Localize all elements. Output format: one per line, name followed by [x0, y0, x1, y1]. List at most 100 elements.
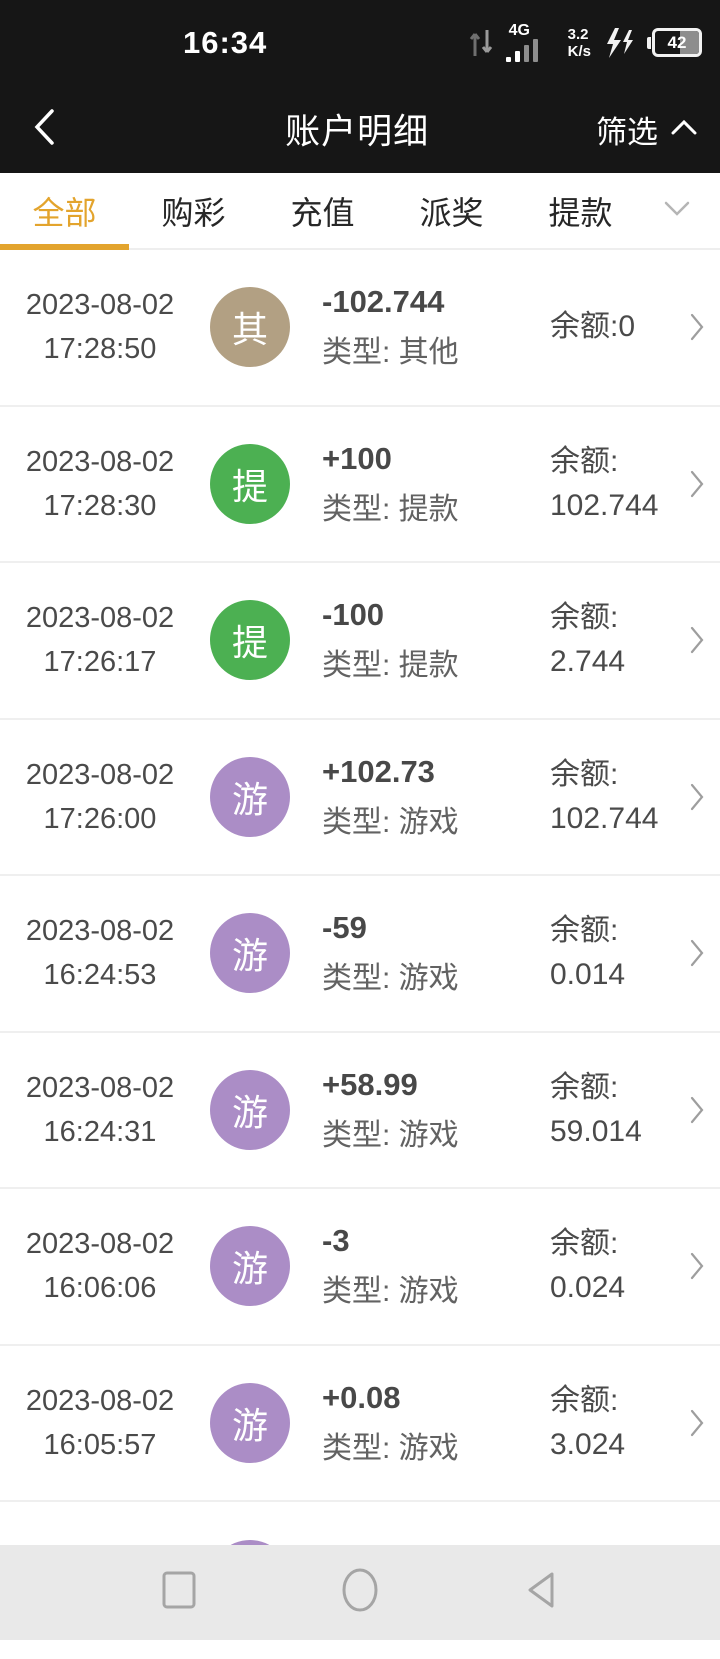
signal-bars — [505, 38, 538, 62]
transaction-type-badge: 游 — [210, 1382, 290, 1463]
triangle-left-icon — [522, 1569, 560, 1616]
android-nav-bar — [0, 1545, 720, 1640]
balance-value: 102.744 — [550, 488, 659, 522]
filter-label: 筛选 — [596, 114, 658, 150]
tab-label: 提款 — [548, 194, 613, 231]
balance-label: 余额: — [550, 1070, 619, 1104]
transaction-type: 类型: 提款 — [322, 492, 459, 526]
transaction-time: 16:24:31 — [43, 1115, 157, 1148]
chevron-left-icon — [32, 107, 56, 152]
balance-label: 余额: — [550, 1227, 619, 1261]
transaction-row[interactable]: 2023-08-02 16:06:06 游 -3 类型: 游戏 余额: 0.02… — [0, 1189, 720, 1346]
transaction-type: 类型: 提款 — [322, 649, 459, 683]
transaction-amount: +58.99 — [322, 1066, 418, 1102]
nav-recents-button[interactable] — [160, 1569, 198, 1616]
tab-recharge[interactable]: 充值 — [258, 173, 387, 248]
transaction-amount: +0.08 — [322, 1379, 401, 1415]
app-header: 账户明细 筛选 — [0, 85, 720, 173]
tab-label: 充值 — [290, 194, 355, 231]
transaction-row[interactable]: 2023-08-02 16:24:31 游 +58.99 类型: 游戏 余额: … — [0, 1032, 720, 1189]
transaction-type-badge: 游 — [210, 1226, 290, 1307]
battery-level: 42 — [667, 32, 687, 52]
nav-home-button[interactable] — [340, 1567, 380, 1618]
tab-label: 全部 — [32, 194, 97, 231]
balance-value: 59.014 — [550, 1114, 642, 1148]
transaction-type-badge: 游 — [210, 756, 290, 837]
back-button[interactable] — [14, 85, 74, 173]
transaction-date: 2023-08-02 — [25, 915, 175, 948]
battery-icon: 42 — [647, 28, 702, 57]
transaction-time: 16:24:53 — [43, 959, 157, 992]
signal-icon: 4G — [505, 21, 558, 64]
transaction-time: 17:26:00 — [43, 802, 157, 835]
transaction-amount: -102.744 — [322, 284, 445, 320]
balance-label: 余额: — [550, 601, 619, 635]
transaction-date: 2023-08-02 — [25, 289, 175, 322]
battery-fill — [680, 31, 699, 54]
transaction-row[interactable]: 2023-08-02 16:24:53 游 -59 类型: 游戏 余额: 0.0… — [0, 876, 720, 1033]
network-speed: 3.2 K/s — [568, 26, 591, 60]
transaction-row[interactable]: 2023-08-02 17:28:30 提 +100 类型: 提款 余额: 10… — [0, 406, 720, 563]
chevron-right-icon — [675, 938, 705, 968]
transaction-date: 2023-08-02 — [25, 758, 175, 791]
active-tab-underline — [0, 244, 129, 250]
transaction-date: 2023-08-02 — [25, 602, 175, 635]
transaction-date: 2023-08-02 — [25, 445, 175, 478]
square-icon — [160, 1569, 198, 1616]
transaction-type-badge: 其 — [210, 287, 290, 368]
tab-prize[interactable]: 派奖 — [387, 173, 516, 248]
transaction-type: 类型: 游戏 — [322, 1431, 459, 1465]
chevron-right-icon — [675, 1095, 705, 1125]
transaction-time: 16:06:06 — [43, 1272, 157, 1305]
transaction-amount: -59 — [322, 910, 367, 946]
transaction-type: 类型: 游戏 — [322, 1118, 459, 1152]
transaction-type-badge: 游 — [210, 913, 290, 994]
transaction-type-badge: 提 — [210, 600, 290, 681]
status-right-cluster: 4G 3.2 K/s 42 — [468, 0, 702, 85]
balance-label: 余额: — [550, 757, 619, 791]
tab-label: 派奖 — [419, 194, 484, 231]
tab-all[interactable]: 全部 — [0, 173, 129, 250]
transaction-date: 2023-08-02 — [25, 1228, 175, 1261]
network-speed-value: 3.2 — [567, 25, 589, 43]
filter-button[interactable]: 筛选 — [596, 85, 698, 173]
transaction-date: 2023-08-02 — [25, 1384, 175, 1417]
status-time: 16:34 — [183, 24, 268, 60]
page-title: 账户明细 — [285, 112, 430, 152]
chevron-right-icon — [675, 625, 705, 655]
transaction-type: 类型: 游戏 — [322, 962, 459, 996]
balance-label: 余额:0 — [550, 310, 636, 344]
tab-lottery[interactable]: 购彩 — [129, 173, 258, 248]
transaction-amount: -3 — [322, 1223, 350, 1259]
balance-label: 余额: — [550, 444, 619, 478]
nav-back-button[interactable] — [522, 1569, 560, 1616]
transaction-date: 2023-08-02 — [25, 1071, 175, 1104]
transaction-amount: -100 — [322, 597, 385, 633]
transaction-type-badge: 提 — [210, 443, 290, 524]
chevron-right-icon — [675, 312, 705, 342]
balance-value: 2.744 — [550, 645, 626, 679]
tab-dropdown-button[interactable] — [662, 173, 692, 250]
status-bar: 16:34 4G 3.2 K/s — [0, 0, 720, 85]
transaction-type: 类型: 游戏 — [322, 805, 459, 839]
transaction-time: 17:28:50 — [43, 333, 157, 366]
transaction-amount: +100 — [322, 440, 392, 476]
filter-tab-bar: 全部 购彩 充值 派奖 提款 — [0, 173, 720, 250]
chevron-right-icon — [675, 1408, 705, 1438]
transaction-list: 2023-08-02 17:28:50 其 -102.744 类型: 其他 余额… — [0, 250, 720, 1659]
charging-bolt-icon — [603, 26, 637, 60]
transaction-time: 17:26:17 — [43, 646, 157, 679]
transaction-row[interactable]: 2023-08-02 17:26:00 游 +102.73 类型: 游戏 余额:… — [0, 719, 720, 876]
data-arrows-icon — [468, 26, 494, 60]
circle-icon — [340, 1567, 380, 1618]
transaction-row[interactable]: 2023-08-02 16:05:57 游 +0.08 类型: 游戏 余额: 3… — [0, 1345, 720, 1502]
transaction-row[interactable]: 2023-08-02 17:26:17 提 -100 类型: 提款 余额: 2.… — [0, 563, 720, 720]
network-type-label: 4G — [508, 21, 530, 39]
balance-value: 3.024 — [550, 1427, 626, 1461]
chevron-right-icon — [675, 1251, 705, 1281]
transaction-row[interactable]: 2023-08-02 17:28:50 其 -102.744 类型: 其他 余额… — [0, 250, 720, 407]
tab-label: 购彩 — [161, 194, 226, 231]
chevron-up-icon — [670, 118, 698, 141]
tab-withdraw[interactable]: 提款 — [516, 173, 645, 248]
